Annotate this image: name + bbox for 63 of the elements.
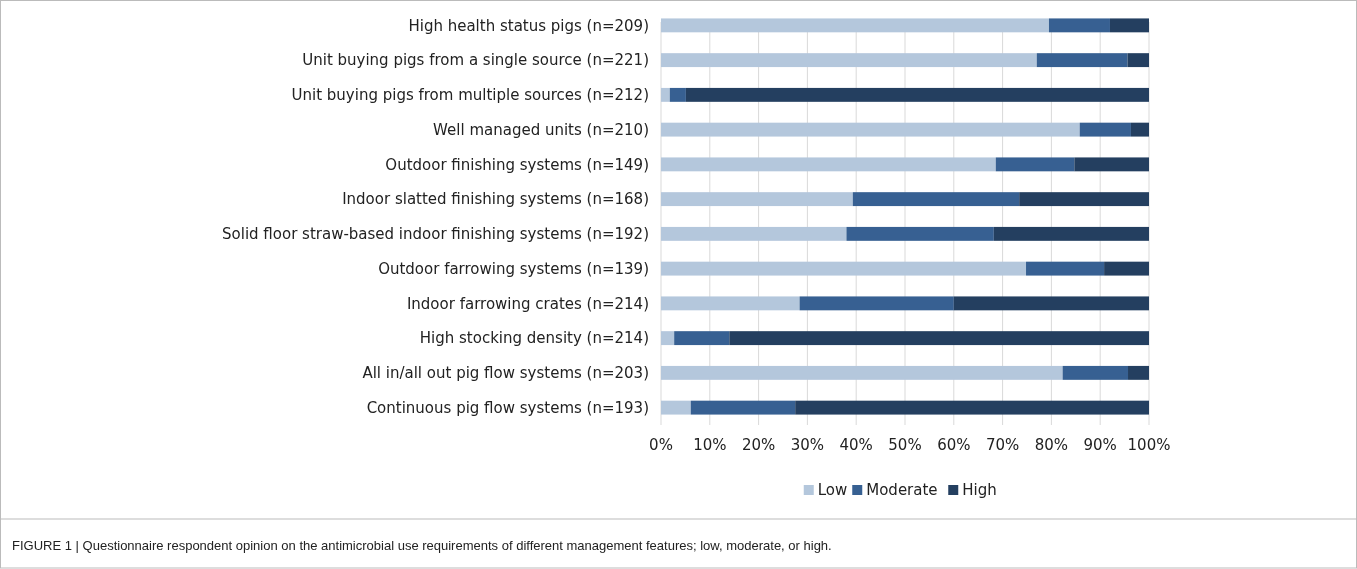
bar [685,87,1149,102]
y-tick-label: Continuous pig flow systems (n=193) [366,398,649,417]
y-tick-label: High stocking density (n=214) [419,329,649,348]
bar [1036,53,1128,68]
y-tick-label: Indoor farrowing crates (n=214) [406,294,649,313]
y-tick-label: Unit buying pigs from multiple sources (n=212) [291,86,649,105]
bar [661,296,800,311]
bar [1048,18,1110,33]
x-tick-label: 20% [741,436,776,454]
x-tick-label: 50% [888,436,922,454]
bar [1109,18,1149,33]
y-tick-label: High health status pigs (n=209) [408,16,649,35]
x-tick-label: 40% [839,436,873,454]
legend-label: Moderate [866,481,938,500]
bar [661,261,1027,276]
bar [674,331,730,346]
bar [661,122,1080,137]
bar [1074,157,1149,172]
bar [953,296,1149,311]
bar [995,157,1075,172]
bar [661,87,670,102]
bar [1128,365,1149,380]
bar [1079,122,1131,137]
x-tick-label: 30% [790,436,825,454]
bar [690,400,796,415]
bar [993,226,1149,241]
bar [661,226,847,241]
y-tick-label: Well managed units (n=210) [433,120,649,139]
caption: FIGURE 1 | Questionnaire respondent opinion on the antimicrobial use requirements of different management features; low, moderate, or high. [12,537,832,553]
bar [661,400,691,415]
bar [661,331,675,346]
bar [1026,261,1105,276]
bar [799,296,954,311]
x-tick-label: 100% [1127,436,1171,454]
x-tick-label: 10% [693,436,727,454]
bar [795,400,1149,415]
bar [1104,261,1149,276]
y-tick-label: Outdoor finishing systems (n=149) [385,155,649,174]
bar [846,226,994,241]
legend-label: High [962,481,997,500]
x-tick-label: 70% [985,436,1020,454]
y-tick-label: Unit buying pigs from a single source (n=221) [302,51,649,70]
bar [661,192,853,207]
bar [661,157,996,172]
bar [729,331,1149,346]
bar [1019,192,1149,207]
x-tick-label: 0% [649,436,673,454]
y-tick-label: Indoor slatted finishing systems (n=168) [342,190,649,209]
bar [661,365,1063,380]
y-tick-label: Outdoor farrowing systems (n=139) [378,259,649,278]
legend-label: Low [817,481,848,500]
y-tick-label: All in/all out pig flow systems (n=203) [362,364,649,383]
bar [1062,365,1129,380]
bar [669,87,686,102]
bar [852,192,1020,207]
y-tick-label: Solid floor straw-based indoor finishing systems (n=192) [222,225,649,244]
x-tick-label: 60% [937,436,971,454]
bar [1130,122,1149,137]
bar [661,53,1037,68]
bar [661,18,1049,33]
x-tick-label: 80% [1034,436,1069,454]
x-tick-label: 90% [1083,436,1117,454]
bar [1127,53,1149,68]
